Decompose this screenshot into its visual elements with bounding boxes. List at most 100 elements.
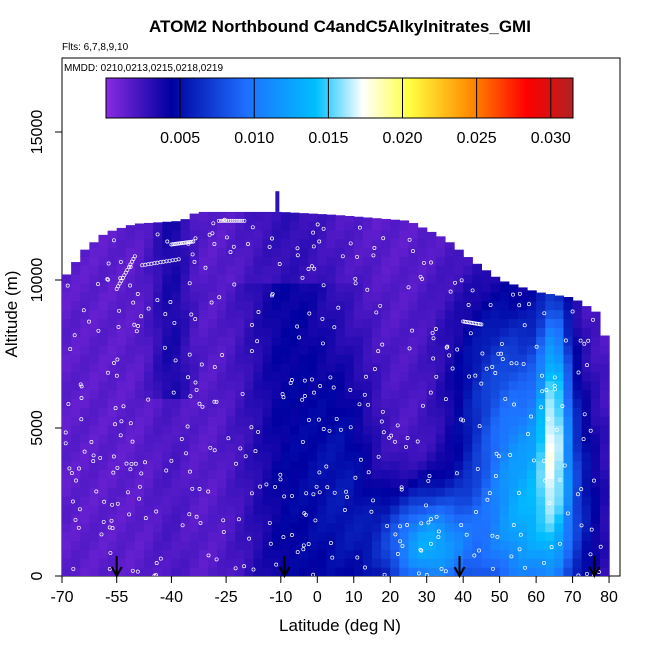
curtain-cell bbox=[563, 354, 574, 364]
curtain-cell bbox=[353, 318, 364, 328]
curtain-cell bbox=[317, 371, 328, 382]
curtain-cell bbox=[581, 531, 592, 542]
sample-point bbox=[514, 361, 519, 366]
curtain-cell bbox=[207, 478, 218, 488]
sample-point bbox=[304, 491, 309, 496]
curtain-cell bbox=[116, 567, 127, 576]
sample-point bbox=[436, 535, 441, 540]
curtain-cell bbox=[454, 442, 464, 453]
curtain-cell bbox=[399, 238, 410, 249]
curtain-cell bbox=[317, 380, 328, 391]
curtain-cell bbox=[98, 469, 109, 479]
curtain-cell bbox=[71, 371, 81, 382]
curtain-cell bbox=[116, 309, 127, 320]
curtain-cell bbox=[472, 451, 483, 462]
curtain-cell bbox=[189, 540, 200, 550]
curtain-cell bbox=[572, 300, 583, 311]
curtain-cell bbox=[454, 425, 464, 435]
curtain-cell bbox=[554, 433, 565, 444]
curtain-cell bbox=[280, 433, 291, 444]
curtain-cell bbox=[353, 238, 364, 249]
curtain-cell bbox=[107, 522, 118, 533]
sample-point bbox=[311, 492, 316, 497]
curtain-cell bbox=[317, 300, 328, 311]
curtain-cell bbox=[153, 274, 163, 284]
curtain-cell bbox=[244, 282, 255, 293]
curtain-cell bbox=[344, 220, 355, 231]
curtain-cell bbox=[198, 354, 209, 364]
curtain-cell bbox=[244, 336, 255, 346]
curtain-cell bbox=[408, 425, 419, 435]
curtain-cell bbox=[116, 318, 127, 328]
curtain-cell bbox=[253, 442, 264, 453]
curtain-cell bbox=[335, 318, 346, 328]
curtain-cell bbox=[253, 469, 264, 479]
curtain-cell bbox=[517, 398, 528, 408]
curtain-cell bbox=[253, 291, 264, 302]
colorbar-tick-label: 0.015 bbox=[308, 130, 348, 147]
curtain-cell bbox=[481, 433, 492, 444]
curtain-cell bbox=[444, 282, 455, 293]
curtain-cell bbox=[381, 433, 391, 444]
curtain-cell bbox=[80, 478, 90, 488]
sample-point bbox=[363, 565, 367, 570]
sample-point bbox=[314, 484, 319, 489]
curtain-cell bbox=[144, 247, 154, 257]
curtain-cell bbox=[217, 274, 227, 284]
curtain-cell bbox=[207, 416, 218, 426]
x-tick-label: 60 bbox=[527, 589, 545, 606]
curtain-cell bbox=[134, 558, 145, 568]
curtain-cell bbox=[335, 282, 346, 293]
curtain-cell bbox=[153, 380, 163, 391]
curtain-cell bbox=[444, 496, 455, 506]
curtain-cell bbox=[335, 238, 346, 249]
curtain-cell bbox=[134, 433, 145, 444]
curtain-cell bbox=[417, 478, 428, 488]
curtain-cell bbox=[134, 540, 145, 550]
curtain-cell bbox=[344, 265, 355, 275]
curtain-cell bbox=[463, 549, 473, 559]
curtain-cell bbox=[435, 407, 446, 417]
curtain-cell bbox=[153, 513, 163, 524]
curtain-cell bbox=[253, 354, 264, 364]
curtain-cell bbox=[408, 309, 419, 320]
curtain-cell bbox=[226, 540, 236, 550]
curtain-cell bbox=[444, 362, 455, 373]
curtain-cell bbox=[344, 442, 355, 453]
curtain-cell bbox=[317, 389, 328, 399]
curtain-cell bbox=[262, 522, 273, 533]
curtain-cell bbox=[417, 362, 428, 373]
curtain-cell bbox=[435, 256, 446, 266]
curtain-cell bbox=[590, 567, 601, 576]
curtain-cell bbox=[299, 398, 309, 408]
curtain-cell bbox=[444, 442, 455, 453]
curtain-cell bbox=[308, 496, 318, 506]
curtain-cell bbox=[198, 211, 209, 222]
curtain-cell bbox=[454, 522, 464, 533]
curtain-cell bbox=[116, 504, 127, 515]
curtain-cell bbox=[144, 469, 154, 479]
sample-point bbox=[588, 552, 593, 557]
curtain-cell bbox=[590, 531, 601, 542]
curtain-cell bbox=[335, 309, 346, 320]
curtain-cell bbox=[80, 249, 90, 257]
curtain-cell bbox=[217, 513, 227, 524]
curtain-cell bbox=[399, 371, 410, 382]
curtain-cell bbox=[189, 460, 200, 471]
curtain-cell bbox=[308, 540, 318, 550]
curtain-cell bbox=[207, 380, 218, 391]
curtain-cell bbox=[426, 504, 437, 515]
curtain-cell bbox=[125, 407, 136, 417]
curtain-cell bbox=[198, 274, 209, 284]
curtain-cell bbox=[536, 354, 546, 364]
curtain-cell bbox=[463, 274, 473, 284]
curtain-cell bbox=[217, 496, 227, 506]
curtain-cell bbox=[426, 362, 437, 373]
sample-point bbox=[77, 466, 81, 471]
sample-point bbox=[393, 532, 398, 537]
curtain-cell bbox=[545, 336, 555, 346]
sample-point bbox=[91, 453, 96, 458]
curtain-cell bbox=[517, 416, 528, 426]
curtain-cell bbox=[408, 282, 419, 293]
curtain-cell bbox=[372, 478, 382, 488]
